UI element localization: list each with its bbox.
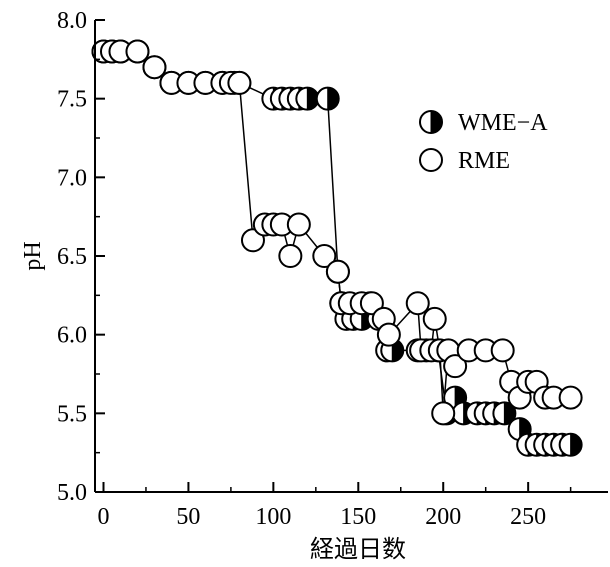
y-tick-label: 5.5 <box>57 401 87 427</box>
data-point <box>286 212 311 237</box>
legend-marker <box>419 110 443 134</box>
data-point <box>125 39 150 64</box>
y-tick-label: 6.5 <box>57 244 87 270</box>
data-point <box>490 338 515 363</box>
marker-fill <box>430 110 443 134</box>
y-tick-label: 7.0 <box>57 165 87 191</box>
data-point <box>227 70 252 95</box>
y-tick-label: 7.5 <box>57 87 87 113</box>
legend: WME−A RME <box>419 110 548 174</box>
marker-fill <box>503 401 516 425</box>
x-tick-label: 0 <box>97 504 109 530</box>
y-axis-title: pH <box>20 241 46 270</box>
x-tick-label: 200 <box>425 504 461 530</box>
data-point <box>278 244 303 268</box>
data-point <box>376 322 401 347</box>
data-point <box>558 385 583 410</box>
legend-label: WME−A <box>458 110 548 136</box>
data-point <box>312 244 337 268</box>
data-point <box>240 228 265 253</box>
data-point <box>315 86 340 111</box>
axes: 5.0 5.5 6.0 6.5 7.0 7.5 8.0 0 50 100 150 200 250 経過日数… <box>20 8 608 563</box>
y-tick-label: 5.0 <box>57 480 87 506</box>
x-tick-label: 50 <box>176 504 200 530</box>
legend-label: RME <box>458 148 510 174</box>
x-tick-label: 250 <box>510 504 546 530</box>
series-markers-rme <box>91 39 583 426</box>
marker-fill <box>327 87 340 111</box>
data-point <box>422 306 447 331</box>
data-point <box>492 401 517 426</box>
data-point <box>558 432 583 457</box>
x-tick-label: 150 <box>340 504 376 530</box>
data-point <box>405 291 430 316</box>
data-point <box>325 259 350 284</box>
marker-fill <box>570 433 583 457</box>
data-point <box>443 354 468 379</box>
x-tick-label: 100 <box>255 504 291 530</box>
y-tick-label: 8.0 <box>57 8 87 34</box>
data-point <box>142 55 167 80</box>
data-point <box>295 86 320 111</box>
data-point <box>359 291 384 316</box>
data-series <box>91 39 583 457</box>
y-tick-label: 6.0 <box>57 323 87 349</box>
x-axis-title: 経過日数 <box>310 536 406 563</box>
legend-marker <box>419 148 443 172</box>
data-point <box>431 401 456 426</box>
